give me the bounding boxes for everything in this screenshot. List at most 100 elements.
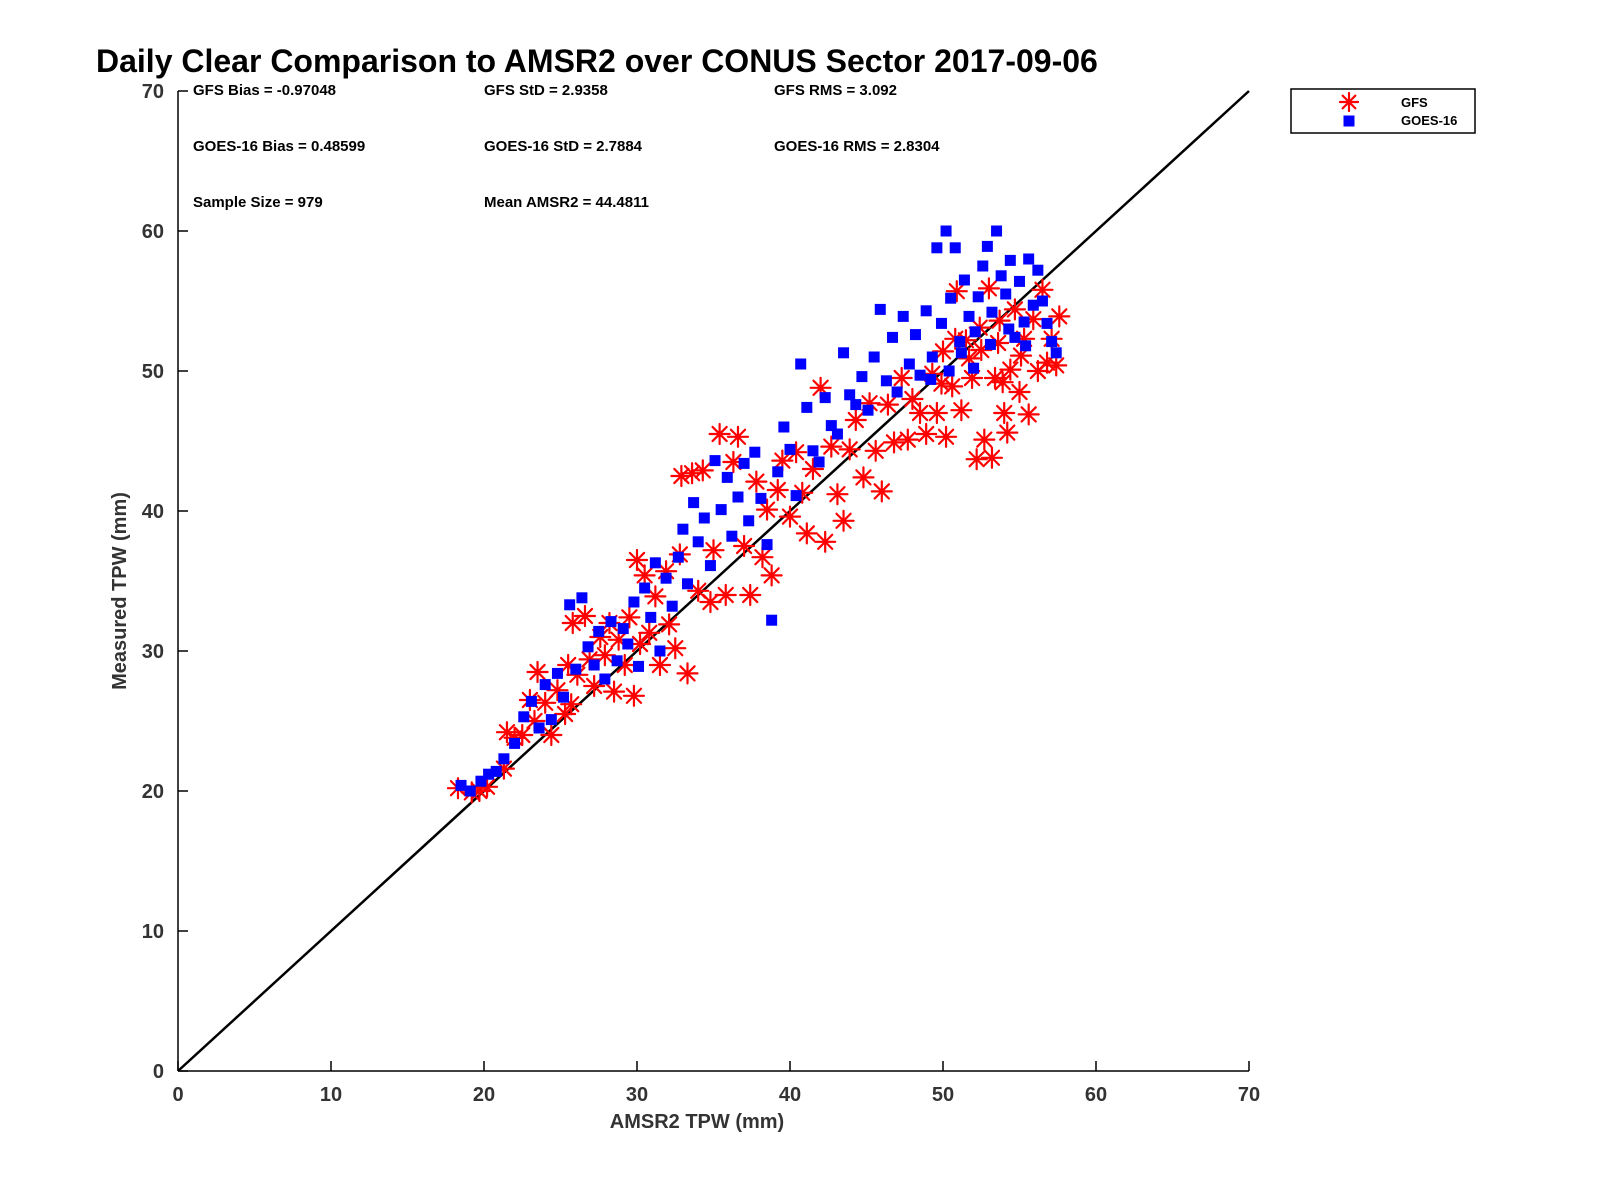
legend: GFS GOES-16 (1290, 88, 1476, 134)
gfs-point (722, 450, 745, 474)
x-axis-label: AMSR2 TPW (mm) (610, 1111, 784, 1133)
gfs-point (745, 470, 768, 493)
gfs-point (739, 583, 762, 607)
gfs-point (648, 653, 672, 677)
gfs-point (732, 534, 756, 558)
stat-sample-size: Sample Size = 979 (193, 194, 323, 211)
goes-16-point (995, 270, 1007, 282)
goes-16-point (1000, 288, 1012, 300)
goes-16-point (1020, 340, 1032, 352)
goes-16-point (593, 625, 605, 637)
y-tick-label: 50 (142, 361, 164, 383)
gfs-point (934, 425, 958, 448)
gfs-point (977, 277, 1001, 300)
gfs-point (1045, 354, 1068, 377)
gfs-point (664, 637, 687, 660)
goes-16-point (963, 310, 975, 322)
gfs-point (1017, 403, 1040, 426)
gfs-point (908, 401, 932, 425)
gfs-point (890, 366, 913, 390)
goes-16-point (709, 455, 721, 467)
chart-title: Daily Clear Comparison to AMSR2 over CON… (96, 43, 1098, 79)
gfs-point (1003, 298, 1027, 321)
goes-16-point (749, 446, 761, 458)
gfs-point (882, 431, 906, 454)
goes-16-point (588, 659, 600, 671)
goes-16-point (991, 225, 1003, 237)
goes-16-point (844, 389, 856, 401)
goes-16-point (533, 722, 545, 734)
goes-16-point (715, 504, 727, 516)
gfs-point (1026, 359, 1049, 383)
gfs-point (852, 466, 875, 489)
goes-16-point (1032, 264, 1044, 276)
goes-16-point (639, 582, 651, 594)
goes-16-point (955, 347, 967, 359)
x-tick-label: 0 (172, 1084, 183, 1106)
gfs-point (980, 446, 1004, 469)
y-tick-label: 70 (142, 81, 164, 103)
gfs-point (553, 702, 577, 726)
goes-16-point (672, 551, 684, 563)
goes-16-point (605, 616, 617, 628)
gfs-point (844, 408, 867, 432)
goes-16-point (772, 466, 784, 478)
goes-16-point (1027, 299, 1039, 311)
goes-16-point (1046, 336, 1058, 348)
x-axis-tick-labels: 0 10 20 30 40 50 60 70 (172, 1084, 1260, 1106)
y-tick-label: 30 (142, 641, 164, 663)
x-tick-label: 70 (1238, 1084, 1260, 1106)
goes-16-point (807, 445, 819, 457)
gfs-point (644, 585, 667, 608)
x-tick-label: 60 (1085, 1084, 1107, 1106)
gfs-point (915, 422, 938, 446)
goes-16-point (856, 371, 868, 383)
goes-16-point (622, 638, 634, 650)
gfs-point (602, 680, 626, 703)
goes-16-point (943, 365, 955, 377)
gfs-point (714, 583, 737, 607)
stat-goes-std: GOES-16 StD = 2.7884 (484, 138, 643, 155)
goes-16-point (576, 592, 588, 604)
gfs-point (973, 428, 996, 451)
gfs-point (699, 590, 722, 614)
goes-16-point (909, 329, 921, 341)
y-axis-label: Measured TPW (mm) (109, 492, 131, 690)
goes-16-point (925, 373, 937, 385)
stat-goes-rms: GOES-16 RMS = 2.8304 (774, 138, 940, 155)
goes-16-point (920, 305, 932, 317)
goes-16-point (874, 303, 886, 315)
gfs-point (820, 435, 843, 458)
stat-gfs-std: GFS StD = 2.9358 (484, 82, 608, 99)
y-tick-label: 20 (142, 781, 164, 803)
goes-16-point (645, 611, 657, 623)
goes-16-point (677, 523, 689, 535)
goes-16-point (1036, 295, 1048, 307)
legend-box (1290, 88, 1476, 134)
gfs-point (526, 660, 549, 684)
goes-16-point (721, 471, 733, 483)
goes-16-point (738, 457, 750, 469)
gfs-point (583, 674, 606, 698)
goes-16-point (862, 404, 874, 416)
goes-16-point (483, 768, 495, 780)
goes-16-point (880, 375, 892, 387)
goes-16-point (1003, 323, 1015, 335)
stat-gfs-rms: GFS RMS = 3.092 (774, 82, 897, 99)
gfs-point (511, 723, 534, 747)
goes-16-point (633, 660, 645, 672)
goes-16-point (977, 260, 989, 272)
goes-16-point (1041, 317, 1053, 329)
goes-16-point (1018, 316, 1030, 328)
gfs-point (691, 459, 714, 482)
gfs-point (996, 421, 1019, 444)
goes-16-point (654, 645, 666, 657)
goes-16-point (761, 539, 773, 551)
gfs-point (573, 604, 597, 628)
goes-16-point (732, 491, 744, 503)
gfs-point (991, 371, 1014, 394)
goes-16-point (688, 497, 700, 509)
goes-16-point (509, 737, 521, 749)
legend-gfs-asterisk (1338, 91, 1360, 113)
